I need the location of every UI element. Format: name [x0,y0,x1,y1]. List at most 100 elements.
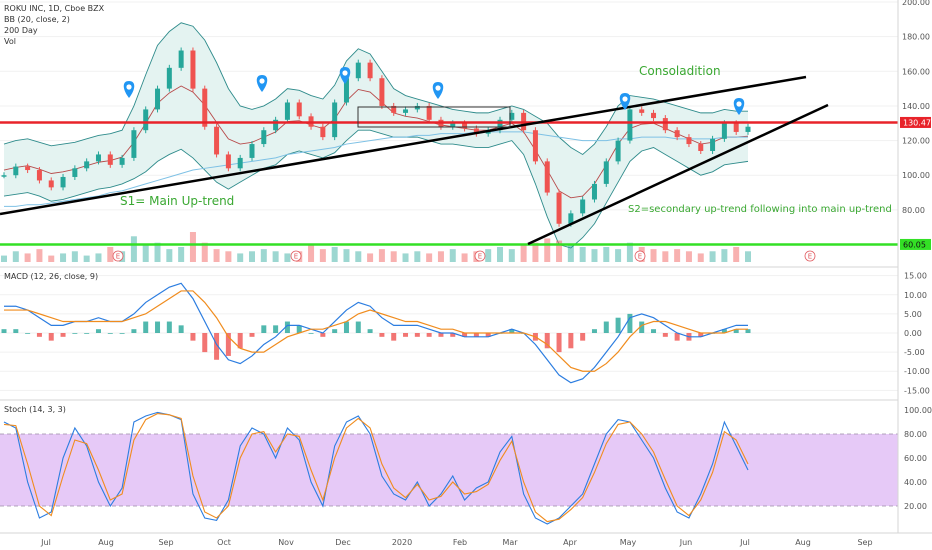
volume-bar [107,247,114,262]
stoch-tick-label: 60.00 [904,454,927,463]
symbol-title: ROKU INC, 1D, Cboe BZX [4,4,105,13]
volume-bar [662,251,669,262]
volume-bar [249,251,255,262]
earnings-marker-label: E [808,253,812,261]
price-tick-label: 80.00 [902,206,925,215]
macd-histogram-bar [332,329,338,333]
time-tick-label: Apr [563,538,578,547]
price-candle [662,118,668,131]
volume-bar [12,251,19,262]
price-candle [143,109,149,131]
macd-histogram-bar [60,333,66,337]
volume-bar [544,238,551,262]
macd-histogram-bar [355,321,361,333]
macd-histogram-bar [615,317,621,333]
macd-histogram-bar [473,333,479,337]
pin-marker-dot [259,78,265,84]
volume-bar [201,242,208,262]
volume-bar [95,253,102,262]
volume-bar [685,251,692,262]
volume-bar [355,251,362,262]
time-tick-label: Dec [335,538,350,547]
price-candle [178,50,184,68]
price-tick-label: 100.00 [902,171,930,180]
time-tick-label: 2020 [392,538,412,547]
volume-bar [390,251,397,262]
price-candle [343,78,349,103]
time-tick-label: Jul [739,538,750,547]
volume-bar [260,249,267,262]
volume-bar [24,253,31,262]
macd-histogram-bar [603,321,609,333]
stoch-tick-label: 80.00 [904,430,927,439]
time-tick-label: Jun [679,538,693,547]
time-tick-label: Oct [217,538,231,547]
volume-bar [626,242,633,262]
volume-bar [237,253,244,262]
time-tick-label: Jul [40,538,51,547]
price-candle [745,126,751,132]
volume-bar [378,249,385,262]
support-resistance-levels [0,121,898,246]
consolidation-box [357,106,511,128]
macd-tick-label: 10.00 [904,291,927,300]
volume-bar [709,251,716,262]
volume-bar [650,249,657,262]
volume-bar [745,251,751,262]
macd-tick-label: 0.00 [904,329,922,338]
time-tick-label: Mar [502,538,518,547]
pin-marker-dot [435,85,441,91]
price-candle [556,192,562,224]
price-candle [580,199,586,214]
macd-histogram-bar [13,329,19,333]
price-candle [72,168,78,177]
stoch-axis[interactable]: 20.00 40.00 60.00 80.00 100.00 [904,406,932,511]
time-axis[interactable]: Jul Aug Sep Oct Nov Dec 2020 Feb Mar Apr May Jun Jul… [40,538,872,547]
price-candles [1,47,751,227]
volume-bar [497,247,503,262]
macd-histogram-bar [698,333,704,337]
price-candle [698,144,704,151]
volume-bar [556,240,563,262]
price-candle [107,154,113,165]
volume-bar [367,253,374,262]
macd-histogram-bar [721,329,727,333]
macd-histogram-bar [214,333,220,360]
macd-tick-label: -15.00 [904,386,930,395]
volume-bar [508,249,515,262]
macd-tick-label: -5.00 [904,348,925,357]
price-candle [686,137,692,145]
support-price-label: 60.05 [903,240,926,249]
volume-bar [48,255,55,262]
volume-bar [189,232,196,262]
price-candle [674,130,680,138]
bollinger-basis-line [3,85,749,199]
time-tick-label: Feb [453,538,467,547]
price-axis[interactable]: 80.00 100.00 120.00 140.00 160.00 180.00 200.0… [902,0,930,215]
volume-bar [130,236,137,262]
price-candle [166,67,172,89]
macd-histogram-bar [84,333,90,334]
volume-bar [213,249,220,262]
macd-histogram-bar [438,333,444,337]
volume-bar [426,253,433,262]
earnings-marker [634,250,646,262]
volume-bar [154,242,161,262]
volume-bar [437,251,444,262]
price-candle [214,126,220,155]
volume-bar [520,244,527,262]
macd-axis[interactable]: -15.00 -10.00 -5.00 0.00 5.00 10.00 15.00 [904,272,930,396]
macd-histogram-bar [72,333,78,334]
price-tick-label: 120.00 [902,137,930,146]
earnings-marker [804,250,816,262]
price-candle [627,109,633,141]
price-candle [1,175,7,177]
bollinger-fill [4,22,748,249]
stoch-pane-title: Stoch (14, 3, 3) [4,405,66,414]
price-candle [225,154,231,169]
volume-bar [449,249,456,262]
price-candle [155,88,161,110]
macd-histogram-bar [674,333,680,341]
macd-histogram-bar [651,329,657,333]
